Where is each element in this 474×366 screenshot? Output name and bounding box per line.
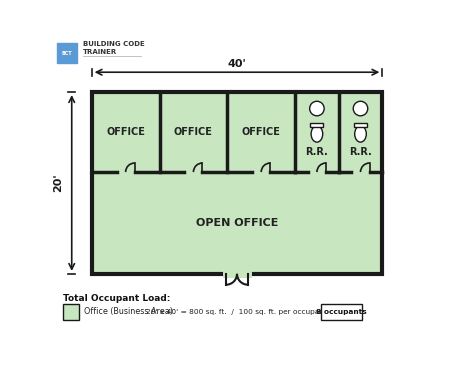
Circle shape bbox=[310, 101, 324, 116]
Text: BCT: BCT bbox=[62, 51, 73, 56]
Text: Total Occupant Load:: Total Occupant Load: bbox=[63, 294, 170, 303]
Bar bbox=[354, 123, 367, 127]
Text: BUILDING CODE
TRAINER: BUILDING CODE TRAINER bbox=[82, 41, 145, 55]
Bar bbox=[310, 123, 323, 127]
Text: 40': 40' bbox=[228, 59, 246, 69]
Text: OFFICE: OFFICE bbox=[242, 127, 281, 137]
Text: R.R.: R.R. bbox=[349, 147, 372, 157]
Bar bbox=[91, 92, 383, 274]
Text: OPEN OFFICE: OPEN OFFICE bbox=[196, 218, 278, 228]
FancyBboxPatch shape bbox=[321, 304, 362, 320]
Text: OFFICE: OFFICE bbox=[174, 127, 213, 137]
Bar bbox=[57, 43, 77, 63]
Bar bbox=[63, 304, 79, 320]
Circle shape bbox=[353, 101, 368, 116]
Ellipse shape bbox=[355, 126, 366, 142]
Text: 20': 20' bbox=[53, 174, 63, 192]
Text: 8 occupants: 8 occupants bbox=[316, 309, 366, 315]
Ellipse shape bbox=[311, 126, 323, 142]
Text: OFFICE: OFFICE bbox=[106, 127, 145, 137]
Text: Office (Business Area):: Office (Business Area): bbox=[84, 307, 175, 317]
Text: 20' x 40' = 800 sq. ft.  /  100 sq. ft. per occupant  =: 20' x 40' = 800 sq. ft. / 100 sq. ft. pe… bbox=[146, 309, 338, 315]
Text: R.R.: R.R. bbox=[306, 147, 328, 157]
